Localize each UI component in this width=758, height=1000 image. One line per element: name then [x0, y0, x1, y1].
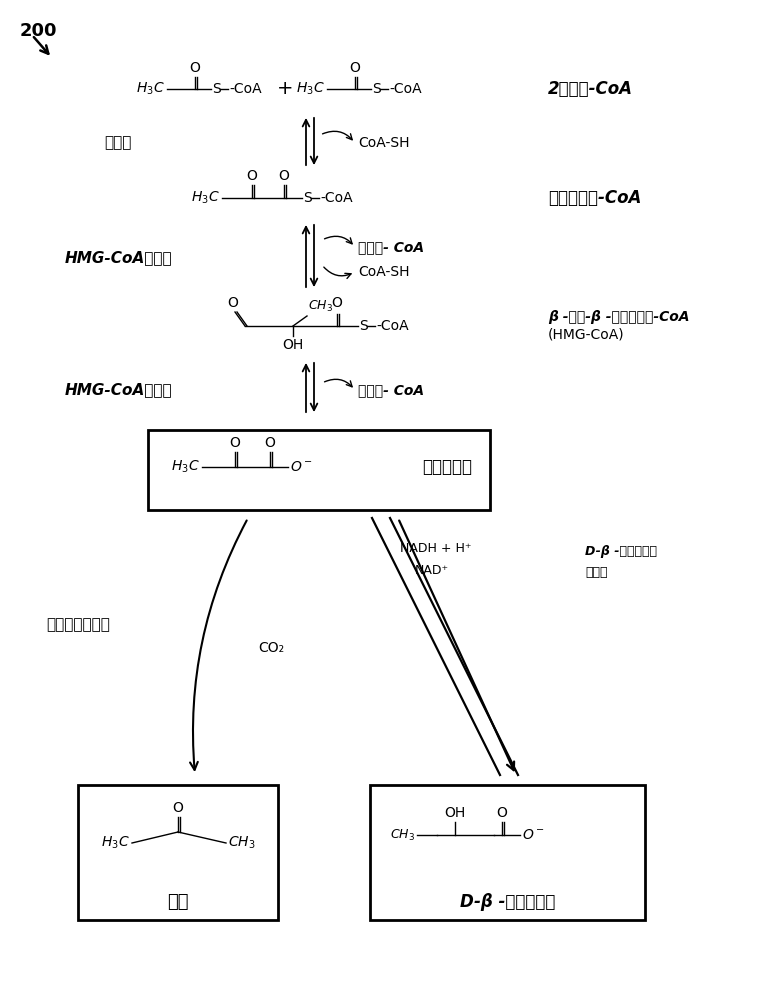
Text: 2乙酰基-CoA: 2乙酰基-CoA	[548, 80, 633, 98]
Text: O: O	[349, 61, 361, 75]
Text: $O^-$: $O^-$	[290, 460, 313, 474]
Text: $H_3C$: $H_3C$	[296, 81, 325, 97]
Text: CoA-SH: CoA-SH	[358, 265, 409, 279]
Text: NADH + H⁺: NADH + H⁺	[400, 542, 471, 554]
Text: S: S	[212, 82, 221, 96]
Text: 硫解醂: 硫解醂	[105, 135, 132, 150]
Text: $CH_3$: $CH_3$	[390, 827, 415, 843]
Text: $CH_3$: $CH_3$	[308, 299, 333, 314]
Text: D-β -羟基丁酸酯: D-β -羟基丁酸酯	[585, 546, 657, 558]
Text: 非醂促脱第反应: 非醂促脱第反应	[46, 617, 110, 633]
Text: O: O	[173, 801, 183, 815]
Text: HMG-CoA合成醂: HMG-CoA合成醂	[64, 250, 172, 265]
Text: 脱氢醂: 脱氢醂	[585, 566, 607, 578]
Text: $H_3C$: $H_3C$	[191, 190, 220, 206]
Text: 丙酮: 丙酮	[168, 893, 189, 911]
Text: 乙酰乙酰基-CoA: 乙酰乙酰基-CoA	[548, 189, 641, 207]
Text: (HMG-CoA): (HMG-CoA)	[548, 327, 625, 341]
Text: 乙酰基- CoA: 乙酰基- CoA	[358, 383, 424, 397]
Text: OH: OH	[444, 806, 465, 820]
Bar	[370, 785, 645, 920]
Text: O: O	[496, 806, 507, 820]
Text: 乙酰基- CoA: 乙酰基- CoA	[358, 240, 424, 254]
Text: -CoA: -CoA	[320, 191, 352, 205]
Text: HMG-CoA裂解醂: HMG-CoA裂解醂	[64, 382, 172, 397]
Text: -CoA: -CoA	[376, 319, 409, 333]
Text: O: O	[227, 296, 239, 310]
Text: D-β -羟基丁酸酯: D-β -羟基丁酸酯	[460, 893, 555, 911]
Text: NAD⁺: NAD⁺	[415, 564, 449, 576]
Text: -CoA: -CoA	[389, 82, 421, 96]
Text: CoA-SH: CoA-SH	[358, 136, 409, 150]
Text: O: O	[331, 296, 343, 310]
Text: OH: OH	[283, 338, 304, 352]
Text: O: O	[246, 169, 258, 183]
Text: -CoA: -CoA	[229, 82, 262, 96]
Text: O: O	[265, 436, 275, 450]
Text: 200: 200	[20, 22, 58, 40]
Text: β -羟基-β -甲基戊二酰-CoA: β -羟基-β -甲基戊二酰-CoA	[548, 310, 690, 324]
Text: $CH_3$: $CH_3$	[228, 835, 255, 851]
Text: CO₂: CO₂	[258, 641, 284, 655]
Bar	[148, 430, 490, 510]
Text: O: O	[278, 169, 290, 183]
Bar	[78, 785, 278, 920]
Text: 乙酰乙酸酯: 乙酰乙酸酯	[422, 458, 472, 476]
Text: O: O	[190, 61, 200, 75]
Text: $O^-$: $O^-$	[522, 828, 545, 842]
Text: $H_3C$: $H_3C$	[102, 835, 130, 851]
Text: $H_3C$: $H_3C$	[136, 81, 165, 97]
Text: S: S	[359, 319, 368, 333]
Text: +: +	[277, 80, 293, 99]
Text: O: O	[230, 436, 240, 450]
Text: $H_3C$: $H_3C$	[171, 459, 200, 475]
Text: S: S	[303, 191, 312, 205]
Text: S: S	[372, 82, 381, 96]
